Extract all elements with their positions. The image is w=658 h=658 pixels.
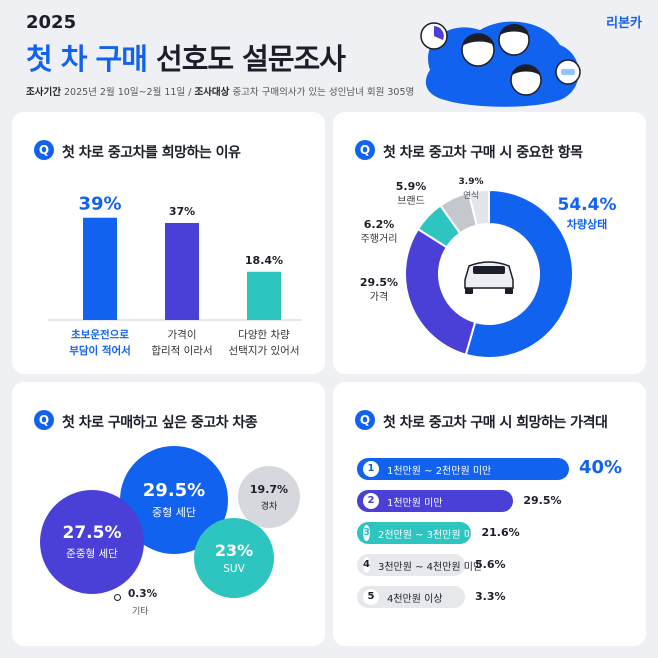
- price-value-label: 29.5%: [523, 494, 562, 507]
- price-range-label: 1천만원 미만: [387, 497, 443, 509]
- slice-name-label: 연식: [463, 191, 479, 201]
- bar-1: [83, 217, 117, 320]
- price-value-label: 5.6%: [475, 558, 506, 571]
- price-bar-chart: 1 1천만원 ~ 2천만원 미만 40% 2 1천만원 미만 29.5% 3 2천만원 ~ 3…: [333, 382, 646, 646]
- bubble-value-label: 23%: [214, 541, 254, 560]
- bar-2: [165, 222, 199, 320]
- question-icon: Q: [34, 140, 54, 160]
- bar-3: [247, 271, 281, 320]
- brand-logo: 리본카: [606, 16, 642, 31]
- rank-badge: 4: [363, 557, 370, 573]
- slice-name-label: 차량상태: [567, 217, 607, 231]
- rank-badge: 5: [363, 589, 379, 605]
- bubble-name-label: SUV: [223, 563, 245, 575]
- donut-slice-5: [467, 188, 490, 227]
- bubble-value-label: 29.5%: [142, 480, 206, 501]
- bubble-value-label: 19.7%: [249, 482, 289, 496]
- price-range-label: 4천만원 이상: [387, 593, 443, 605]
- bubble-2: 27.5% 준중형 세단: [40, 490, 144, 594]
- slice-value-label: 29.5%: [360, 276, 398, 289]
- slice-name-label: 주행거리: [361, 233, 398, 245]
- pie-chart-icon: [420, 22, 448, 50]
- slice-value-label: 3.9%: [459, 177, 484, 187]
- page-title: 첫 차 구매 선호도 설문조사: [26, 36, 346, 78]
- factors-title: 첫 차로 중고차 구매 시 중요한 항목: [383, 145, 583, 161]
- target-value: 중고차 구매의사가 있는 성인남녀 회원 305명: [232, 87, 415, 98]
- price-value-label: 21.6%: [481, 526, 520, 539]
- title-main: 선호도 설문조사: [156, 42, 346, 76]
- car-icon: [445, 230, 533, 318]
- bar-value-label: 37%: [169, 205, 195, 218]
- car-icon: [555, 59, 581, 85]
- car-type-bubble-chart: 29.5% 중형 세단 27.5% 준중형 세단 23% SUV 19.7% 경차 0.3% 기타: [12, 382, 325, 646]
- price-bar-5: 5 4천만원 이상: [357, 586, 465, 608]
- rank-badge: 2: [363, 493, 379, 509]
- price-value-label: 3.3%: [475, 590, 506, 603]
- slice-value-label: 5.9%: [396, 180, 427, 193]
- factors-card: Q 첫 차로 중고차 구매 시 중요한 항목 54.4% 차량상태 29.5% 가격 6…: [333, 112, 646, 374]
- slice-value-label: 54.4%: [558, 195, 617, 215]
- slice-name-label: 가격: [370, 290, 388, 303]
- price-range-label: 2천만원 ~ 3천만원 미만: [377, 529, 483, 541]
- bubble-name-label: 중형 세단: [152, 506, 196, 519]
- person-icon: [461, 24, 542, 96]
- bubble-value-label: 27.5%: [62, 523, 122, 543]
- slice-value-label: 6.2%: [364, 218, 395, 231]
- price-bar-3: 3 2천만원 ~ 3천만원 미만: [357, 522, 482, 544]
- target-label: 조사대상: [194, 87, 230, 98]
- donut-slice-2: [404, 227, 477, 356]
- bubble-name-label: 경차: [260, 501, 278, 512]
- header: 2025 첫 차 구매 선호도 설문조사 조사기간 2025년 2월 10일~2…: [0, 0, 658, 108]
- price-range-label: 1천만원 ~ 2천만원 미만: [387, 465, 492, 477]
- survey-year: 2025: [26, 12, 77, 33]
- donut-slice-1: [464, 188, 574, 359]
- category-label: 가격이: [168, 328, 197, 341]
- bar-value-label: 39%: [78, 194, 121, 215]
- price-bar-2: 2 1천만원 미만: [357, 490, 514, 512]
- price-title: 첫 차로 중고차 구매 시 희망하는 가격대: [383, 415, 608, 431]
- price-value-label: 40%: [579, 457, 623, 478]
- people-illustration: [420, 21, 581, 107]
- title-highlight: 첫 차 구매: [26, 42, 148, 76]
- category-label: 부담이 적어서: [69, 344, 131, 357]
- category-label: 선택지가 있어서: [229, 345, 300, 357]
- question-icon: Q: [355, 410, 375, 430]
- category-label: 다양한 차량: [238, 329, 290, 341]
- rank-badge: 3: [363, 525, 370, 541]
- category-label: 초보운전으로: [71, 328, 129, 341]
- period-label: 조사기간: [26, 87, 61, 98]
- bubble-name-label: 준중형 세단: [66, 548, 118, 560]
- bubble-value-label: 0.3%: [128, 588, 158, 600]
- bubble-name-label: 기타: [132, 607, 149, 617]
- reasons-title: 첫 차로 중고차를 희망하는 이유: [62, 145, 241, 161]
- slice-name-label: 브랜드: [397, 195, 425, 207]
- car-type-card: Q 첫 차로 구매하고 싶은 중고차 차종 29.5% 중형 세단 27.5% 준중형…: [12, 382, 325, 646]
- price-range-label: 3천만원 ~ 4천만원 미만: [377, 561, 483, 573]
- bubble-5: [114, 594, 121, 601]
- rank-badge: 1: [363, 461, 379, 477]
- survey-meta: 조사기간 2025년 2월 10일~2월 11일 / 조사대상 중고차 구매의사…: [26, 87, 415, 98]
- price-bar-1: 1 1천만원 ~ 2천만원 미만: [357, 458, 569, 480]
- bar-value-label: 18.4%: [245, 254, 283, 267]
- question-icon: Q: [355, 140, 375, 160]
- factors-donut-chart: 54.4% 차량상태 29.5%가격 6.2% 주행거리 5.9% 브랜드 3.9% 연식: [360, 177, 617, 359]
- bubble-3: 23% SUV: [194, 518, 274, 598]
- question-icon: Q: [34, 410, 54, 430]
- price-bar-4: 4 3천만원 ~ 4천만원 미만: [357, 554, 482, 576]
- bubble-4: 19.7% 경차: [238, 466, 300, 528]
- category-label: 합리적 이라서: [151, 345, 212, 357]
- price-card: Q 첫 차로 중고차 구매 시 희망하는 가격대 1 1천만원 ~ 2천만원 미만…: [333, 382, 646, 646]
- car-type-title: 첫 차로 구매하고 싶은 중고차 차종: [62, 415, 258, 431]
- period-value: 2025년 2월 10일~2월 11일: [64, 87, 186, 98]
